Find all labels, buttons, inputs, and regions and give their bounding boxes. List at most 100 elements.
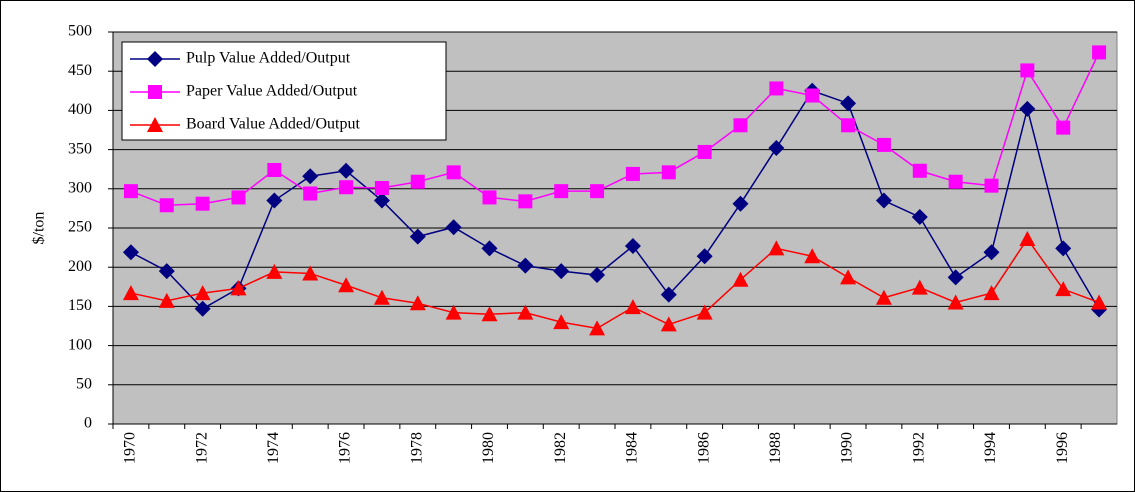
- x-tick-label: 1976: [337, 432, 354, 464]
- series-line: [130, 237, 1100, 330]
- series-line: [130, 52, 1100, 207]
- x-tick-label: 1978: [408, 432, 425, 464]
- data-point: [194, 300, 211, 317]
- data-point: [410, 174, 425, 189]
- data-point: [840, 269, 857, 285]
- x-tick-label: 1996: [1054, 432, 1071, 464]
- y-tick-label: 150: [68, 297, 92, 314]
- data-point: [589, 267, 606, 284]
- data-point: [374, 181, 389, 196]
- data-point: [517, 257, 534, 274]
- legend-marker: [147, 51, 163, 67]
- y-tick-label: 0: [84, 415, 92, 432]
- data-point: [373, 192, 390, 209]
- data-point: [769, 81, 784, 96]
- data-point: [947, 294, 964, 310]
- data-point: [840, 95, 857, 112]
- data-point: [660, 316, 677, 332]
- data-point: [303, 186, 318, 201]
- data-point: [733, 118, 748, 133]
- data-point: [445, 219, 462, 236]
- data-point: [302, 265, 319, 281]
- y-tick-label: 500: [68, 23, 92, 40]
- data-point: [804, 248, 821, 264]
- data-point: [697, 144, 712, 159]
- x-tick-label: 1992: [910, 432, 927, 464]
- data-point: [768, 240, 785, 256]
- data-point: [338, 277, 355, 293]
- x-tick-label: 1984: [624, 432, 641, 464]
- data-point: [194, 285, 211, 301]
- data-point: [1055, 281, 1072, 297]
- data-point: [660, 286, 677, 303]
- data-point: [983, 285, 1000, 301]
- data-point: [1092, 45, 1107, 60]
- x-tick-label: 1970: [122, 432, 139, 464]
- data-point: [841, 118, 856, 133]
- data-point: [123, 184, 138, 199]
- y-tick-label: 50: [76, 375, 92, 392]
- data-point: [875, 192, 892, 209]
- data-point: [624, 299, 641, 315]
- data-point: [122, 244, 139, 261]
- data-point: [482, 190, 497, 205]
- data-point: [805, 88, 820, 103]
- data-point: [122, 285, 139, 301]
- x-tick-label: 1986: [695, 432, 712, 464]
- x-tick-label: 1994: [982, 432, 999, 464]
- data-point: [911, 279, 928, 295]
- x-tick-label: 1982: [552, 432, 569, 464]
- data-point: [625, 166, 640, 181]
- data-point: [554, 184, 569, 199]
- data-point: [159, 198, 174, 213]
- data-point: [409, 295, 426, 311]
- data-point: [1091, 294, 1108, 310]
- data-point: [624, 238, 641, 255]
- data-point: [338, 162, 355, 179]
- data-point: [1056, 120, 1071, 135]
- data-point: [158, 292, 175, 308]
- data-point: [231, 190, 246, 205]
- data-point: [517, 304, 534, 320]
- data-point: [553, 263, 570, 280]
- data-point: [445, 304, 462, 320]
- y-axis-label: $/ton: [31, 212, 48, 245]
- data-point: [947, 269, 964, 286]
- x-tick-label: 1990: [839, 432, 856, 464]
- data-point: [158, 263, 175, 280]
- data-point: [1019, 230, 1036, 246]
- data-point: [481, 240, 498, 257]
- data-point: [518, 194, 533, 209]
- y-tick-label: 400: [68, 101, 92, 118]
- data-point: [267, 162, 282, 177]
- x-tick-label: 1980: [480, 432, 497, 464]
- y-tick-label: 100: [68, 336, 92, 353]
- data-point: [481, 306, 498, 322]
- data-point: [661, 165, 676, 180]
- data-point: [373, 289, 390, 305]
- data-point: [1055, 240, 1072, 257]
- data-point: [446, 165, 461, 180]
- y-tick-label: 450: [68, 62, 92, 79]
- data-point: [266, 192, 283, 209]
- x-tick-label: 1972: [193, 432, 210, 464]
- data-point: [1019, 100, 1036, 117]
- series-line: [130, 89, 1100, 310]
- data-point: [339, 180, 354, 195]
- data-point: [876, 137, 891, 152]
- data-point: [553, 314, 570, 330]
- data-point: [266, 263, 283, 279]
- data-point: [768, 140, 785, 157]
- data-point: [302, 168, 319, 185]
- data-point: [984, 178, 999, 193]
- legend-label: Board Value Added/Output: [186, 116, 360, 133]
- data-point: [732, 271, 749, 287]
- data-point: [912, 163, 927, 178]
- data-point: [875, 289, 892, 305]
- y-tick-label: 250: [68, 219, 92, 236]
- x-tick-label: 1988: [767, 432, 784, 464]
- y-tick-label: 300: [68, 179, 92, 196]
- data-point: [911, 209, 928, 226]
- y-tick-label: 350: [68, 140, 92, 157]
